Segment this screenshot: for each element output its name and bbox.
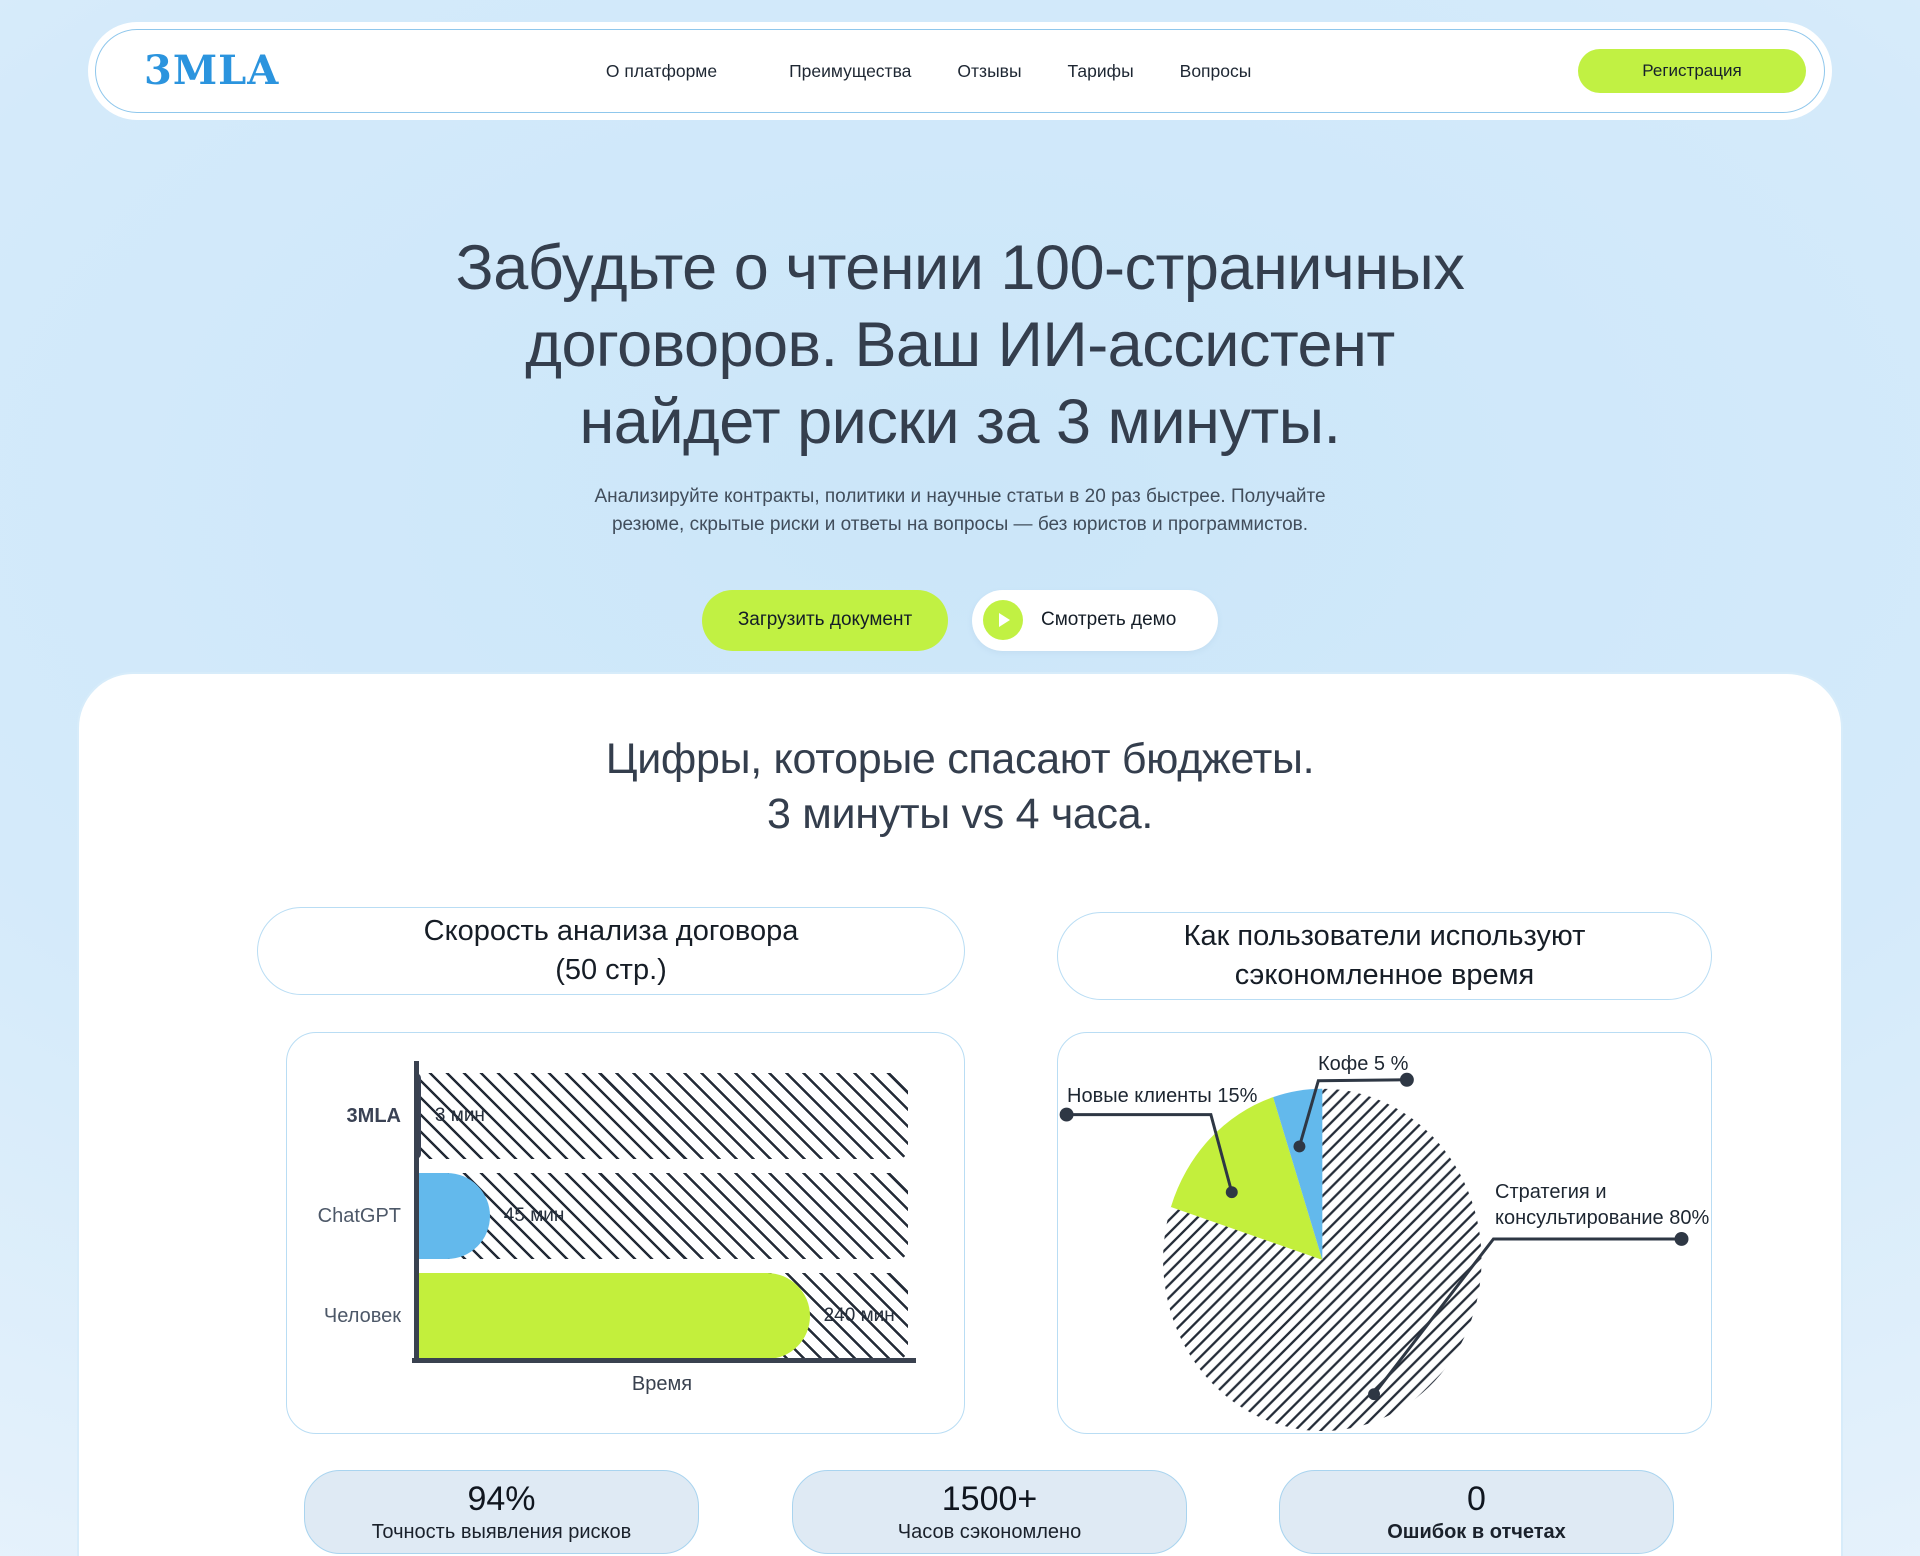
header: 3MLA О платформе Преимущества Отзывы Тар… (88, 22, 1832, 120)
pie-slice (1170, 1097, 1323, 1260)
nav-item-reviews[interactable]: Отзывы (957, 60, 1022, 81)
bar-chatgpt (416, 1173, 490, 1259)
hero-buttons: Загрузить документ Смотреть демо (0, 589, 1920, 651)
pie-label-coffee: Кофе 5 % (1318, 1053, 1409, 1075)
stat-card-accuracy: 94% Точность выявления рисков (304, 1470, 699, 1554)
bar-chart-title: Скорость анализа договора (50 стр.) (257, 907, 965, 995)
bar-chart-y-axis (414, 1061, 419, 1363)
nav-item-questions[interactable]: Вопросы (1179, 60, 1252, 81)
pie-slice (1273, 1088, 1323, 1260)
bar-category-label: ChatGPT (317, 1204, 401, 1227)
stats-panel: Цифры, которые спасают бюджеты. 3 минуты… (77, 672, 1843, 1556)
pie-label-strategy: Стратегия и консультирование 80% (1495, 1181, 1710, 1229)
pie-chart (1059, 1072, 1689, 1432)
bar-track: 240 мин (416, 1273, 908, 1359)
stat-value: 94% (467, 1479, 536, 1518)
nav-item-platform[interactable]: О платформе (605, 60, 718, 81)
watch-demo-button[interactable]: Смотреть демо (972, 589, 1218, 651)
register-button[interactable]: Регистрация (1578, 49, 1806, 93)
bar-человек (416, 1273, 810, 1359)
stat-value: 0 (1467, 1479, 1486, 1518)
bar-chart-row: ChatGPT 45 мин (287, 1173, 964, 1259)
pie-label-new-clients: Новые клиенты 15% (1067, 1085, 1258, 1107)
bar-chart-x-axis (412, 1358, 916, 1363)
pie-chart-card: Кофе 5 % Новые клиенты 15% Стратегия и к… (1057, 1032, 1712, 1434)
bar-value-label: 3 мин (434, 1105, 485, 1126)
nav-item-advantages[interactable]: Преимущества (789, 60, 912, 81)
bar-category-label: 3MLA (346, 1104, 401, 1127)
bar-chart-rows: 3MLA 3 мин ChatGPT 45 мин Человек 240 мин (287, 1073, 964, 1373)
main-nav: О платформе Преимущества Отзывы Тарифы В… (279, 61, 1578, 82)
pie-chart-title: Как пользователи используют сэкономленно… (1057, 912, 1712, 1000)
hero-subtitle: Анализируйте контракты, политики и научн… (594, 485, 1326, 536)
stat-card-hours-saved: 1500+ Часов сэкономлено (792, 1470, 1187, 1554)
hero-title: Забудьте о чтении 100-страничных договор… (455, 233, 1465, 457)
bar-chart-x-axis-label: Время (631, 1373, 693, 1395)
logo[interactable]: 3MLA (144, 47, 280, 94)
bar-category-label: Человек (323, 1304, 401, 1327)
stat-label: Точность выявления рисков (371, 1521, 632, 1544)
upload-document-button[interactable]: Загрузить документ (702, 589, 948, 651)
pie-slice (1163, 1088, 1482, 1432)
pie-leader-dots (1059, 1072, 1689, 1401)
bar-chart-card: 3MLA 3 мин ChatGPT 45 мин Человек 240 мин Вре… (286, 1032, 965, 1434)
bar-track: 3 мин (416, 1073, 908, 1159)
watch-demo-label: Смотреть демо (1041, 609, 1177, 631)
bar-track: 45 мин (416, 1173, 908, 1259)
pie-leader-lines (1066, 1078, 1682, 1396)
bar-chart-row: 3MLA 3 мин (287, 1073, 964, 1159)
hero-section: Забудьте о чтении 100-страничных договор… (0, 230, 1920, 651)
stats-section-title: Цифры, которые спасают бюджеты. 3 минуты… (605, 735, 1315, 839)
stat-value: 1500+ (941, 1479, 1038, 1518)
bar-chart-row: Человек 240 мин (287, 1273, 964, 1359)
stat-label: Ошибок в отчетах (1387, 1521, 1566, 1544)
stat-label: Часов сэкономлено (897, 1521, 1082, 1544)
stat-card-report-errors: 0 Ошибок в отчетах (1279, 1470, 1674, 1554)
nav-item-pricing[interactable]: Тарифы (1067, 60, 1134, 81)
bar-value-label: 240 мин (823, 1305, 895, 1326)
bar-value-label: 45 мин (503, 1205, 565, 1226)
play-icon (983, 600, 1023, 641)
